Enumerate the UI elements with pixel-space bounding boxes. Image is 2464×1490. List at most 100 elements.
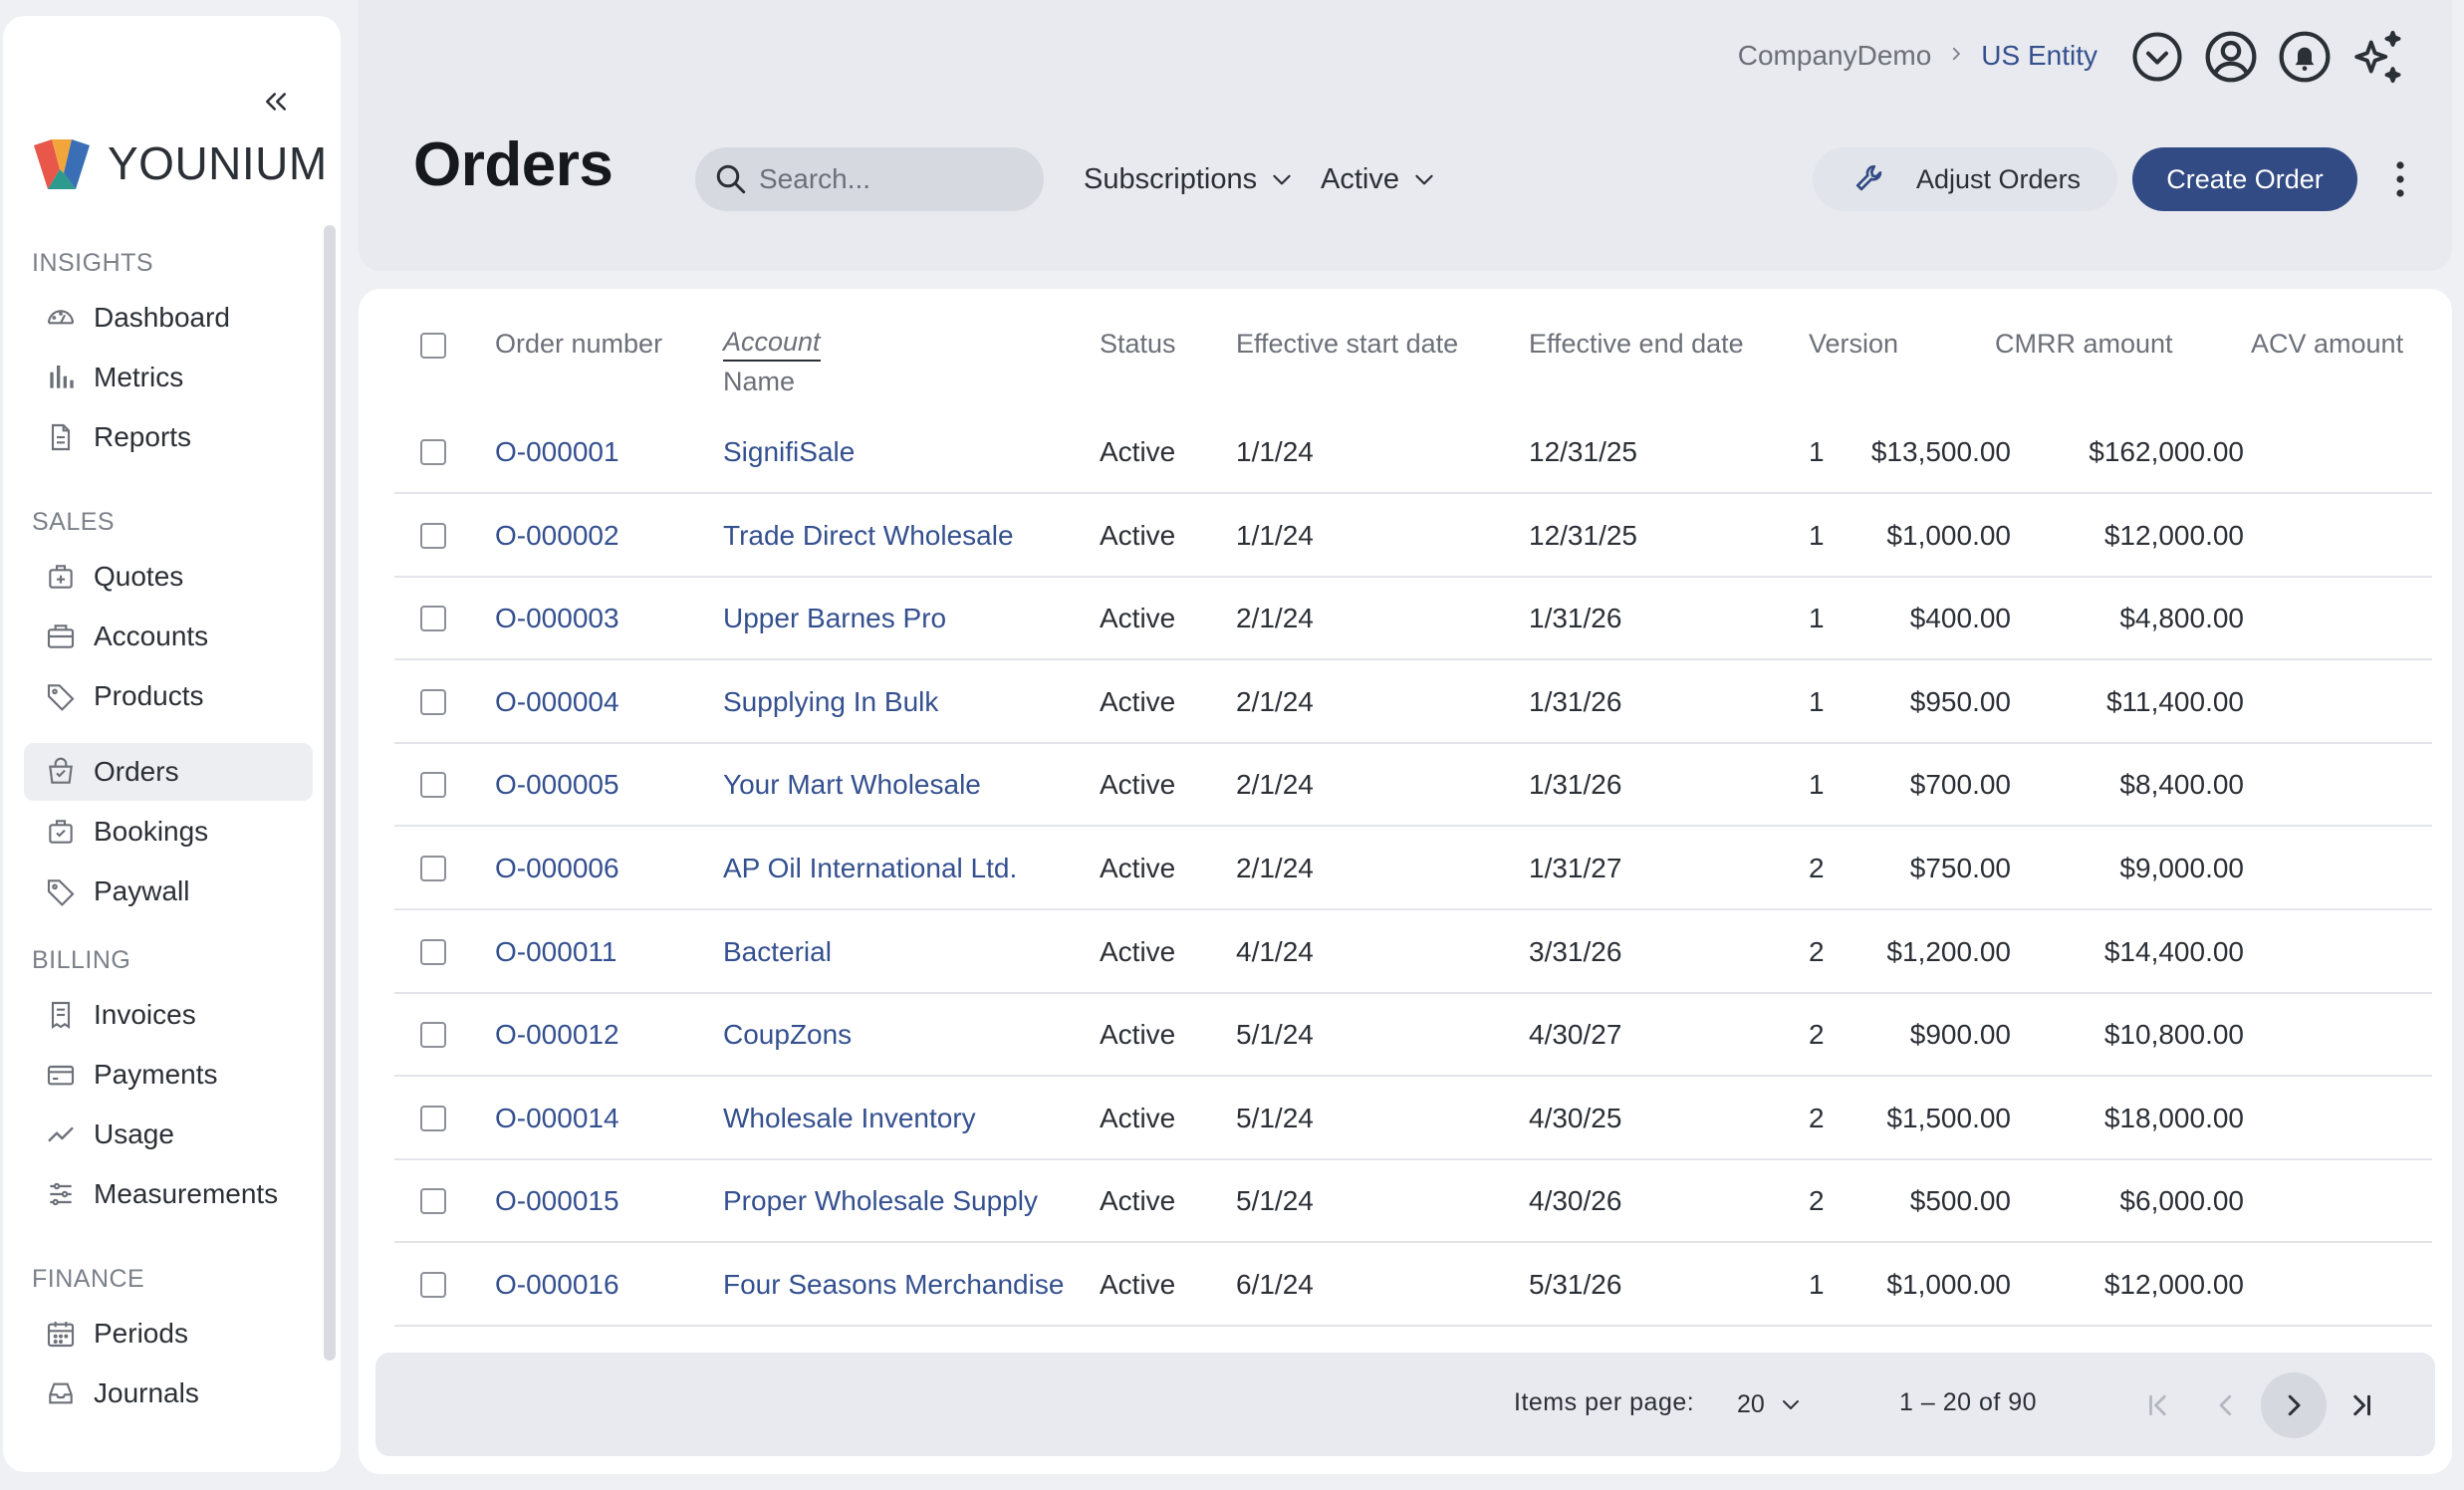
breadcrumb-company[interactable]: CompanyDemo: [1737, 40, 1932, 71]
column-header-effective-end-date[interactable]: Effective end date: [1529, 329, 1744, 359]
cell-account-name[interactable]: Wholesale Inventory: [723, 1102, 976, 1133]
cell-order-number[interactable]: O-000014: [495, 1102, 619, 1133]
sidebar-item-paywall[interactable]: Paywall: [24, 863, 313, 920]
breadcrumb-entity[interactable]: US Entity: [1981, 40, 2097, 71]
cell-order-number[interactable]: O-000002: [495, 519, 619, 551]
cell-account-name[interactable]: Upper Barnes Pro: [723, 603, 947, 634]
column-header-account[interactable]: Account: [723, 327, 821, 362]
column-header-order-number[interactable]: Order number: [495, 329, 663, 359]
first-page-button[interactable]: [2125, 1372, 2191, 1438]
sidebar-item-bookings[interactable]: Bookings: [24, 803, 313, 861]
notifications-button[interactable]: [2276, 28, 2334, 86]
sidebar-item-metrics[interactable]: Metrics: [24, 349, 313, 406]
page-size-select[interactable]: 20: [1737, 1382, 1803, 1426]
quotes-icon: [44, 560, 78, 594]
table-row[interactable]: O-000005 Your Mart Wholesale Active 2/1/24 1…: [394, 743, 2432, 828]
table-row[interactable]: O-000012 CoupZons Active 5/1/24 4/30/27 2 $900…: [394, 993, 2432, 1078]
sidebar-item-periods[interactable]: Periods: [24, 1305, 313, 1363]
user-profile-button[interactable]: [2202, 28, 2260, 86]
sidebar-item-reports[interactable]: Reports: [24, 408, 313, 466]
cell-account-name[interactable]: Proper Wholesale Supply: [723, 1185, 1038, 1217]
column-header-effective-start-date[interactable]: Effective start date: [1236, 329, 1459, 359]
sidebar-item-payments[interactable]: Payments: [24, 1046, 313, 1104]
cell-order-number[interactable]: O-000006: [495, 853, 619, 883]
column-header-cmrr-amount[interactable]: CMRR amount: [1995, 329, 2173, 359]
adjust-orders-button[interactable]: Adjust Orders: [1813, 147, 2117, 211]
cell-account-name[interactable]: Four Seasons Merchandise: [723, 1269, 1065, 1300]
table-row[interactable]: O-000006 AP Oil International Ltd. Active 2…: [394, 827, 2432, 910]
cell-account-name[interactable]: SignifiSale: [723, 436, 856, 467]
table-row[interactable]: O-000016 Four Seasons Merchandise Active 6/…: [394, 1243, 2432, 1327]
row-checkbox[interactable]: [420, 522, 446, 549]
row-checkbox[interactable]: [420, 439, 446, 465]
select-all-checkbox[interactable]: [420, 333, 446, 359]
cell-cmrr-amount: $950.00: [1909, 685, 2011, 717]
cell-order-number[interactable]: O-000004: [495, 685, 619, 717]
cell-cmrr-amount: $750.00: [1909, 853, 2011, 883]
row-checkbox[interactable]: [420, 856, 446, 881]
create-order-button[interactable]: Create Order: [2132, 147, 2357, 211]
cell-order-number[interactable]: O-000012: [495, 1019, 619, 1051]
cell-acv-amount: $10,800.00: [2103, 1019, 2244, 1051]
younium-logo-mark: [34, 139, 90, 189]
more-options-button[interactable]: [2380, 151, 2420, 207]
cell-account-name[interactable]: Supplying In Bulk: [723, 685, 939, 717]
column-header-status[interactable]: Status: [1100, 329, 1176, 359]
row-checkbox[interactable]: [420, 938, 446, 965]
sidebar-item-journals[interactable]: Journals: [24, 1365, 313, 1422]
table-row[interactable]: O-000015 Proper Wholesale Supply Active 5/1…: [394, 1159, 2432, 1244]
table-row[interactable]: O-000004 Supplying In Bulk Active 2/1/24 1/3…: [394, 660, 2432, 744]
table-row[interactable]: O-000014 Wholesale Inventory Active 5/1/24 4…: [394, 1077, 2432, 1160]
sidebar-item-invoices[interactable]: Invoices: [24, 986, 313, 1044]
cell-account-name[interactable]: Bacterial: [723, 935, 832, 967]
type-filter-dropdown[interactable]: Subscriptions: [1084, 155, 1295, 203]
sidebar-item-label: Accounts: [94, 621, 209, 651]
cell-account-name[interactable]: Trade Direct Wholesale: [723, 519, 1014, 551]
status-filter-dropdown[interactable]: Active: [1321, 155, 1437, 203]
cell-acv-amount: $11,400.00: [2105, 685, 2244, 717]
cell-order-number[interactable]: O-000011: [495, 935, 617, 967]
next-page-button[interactable]: [2261, 1372, 2327, 1438]
column-header-account-name[interactable]: Name: [723, 367, 796, 396]
table-row[interactable]: O-000001 SignifiSale Active 1/1/24 12/31/25 1…: [394, 410, 2432, 494]
cell-order-number[interactable]: O-000003: [495, 603, 619, 634]
row-checkbox[interactable]: [420, 772, 446, 799]
ai-assistant-button[interactable]: [2349, 28, 2407, 86]
sidebar-scrollbar[interactable]: [324, 225, 336, 1361]
row-checkbox[interactable]: [420, 1272, 446, 1298]
row-checkbox[interactable]: [420, 688, 446, 715]
sidebar-item-orders[interactable]: Orders: [24, 743, 313, 801]
row-checkbox[interactable]: [420, 1105, 446, 1131]
sidebar-item-measurements[interactable]: Measurements: [24, 1165, 313, 1223]
cell-account-name[interactable]: CoupZons: [723, 1019, 853, 1051]
last-page-button[interactable]: [2329, 1372, 2394, 1438]
more-vertical-icon: [2396, 161, 2404, 197]
search-input[interactable]: [759, 163, 1018, 195]
column-header-version[interactable]: Version: [1809, 329, 1899, 359]
table-row[interactable]: O-000003 Upper Barnes Pro Active 2/1/24 1/31…: [394, 577, 2432, 661]
cell-account-name[interactable]: AP Oil International Ltd.: [723, 853, 1018, 883]
sidebar-item-dashboard[interactable]: Dashboard: [24, 289, 313, 347]
cell-order-number[interactable]: O-000001: [495, 436, 619, 467]
sidebar: YOUNIUM INSIGHTS Dashboard Metrics Repor…: [3, 16, 341, 1472]
sidebar-item-products[interactable]: Products: [24, 667, 313, 725]
cell-order-number[interactable]: O-000016: [495, 1269, 619, 1300]
collapse-sidebar-button[interactable]: [256, 82, 296, 122]
cell-version: 2: [1809, 1102, 1825, 1133]
row-checkbox[interactable]: [420, 1022, 446, 1049]
search-box[interactable]: [695, 147, 1044, 211]
column-header-acv-amount[interactable]: ACV amount: [2251, 329, 2404, 359]
row-checkbox[interactable]: [420, 1188, 446, 1215]
table-row[interactable]: O-000011 Bacterial Active 4/1/24 3/31/26 2 $1,…: [394, 910, 2432, 994]
table-row[interactable]: O-000002 Trade Direct Wholesale Active 1/1/…: [394, 494, 2432, 578]
sidebar-item-quotes[interactable]: Quotes: [24, 548, 313, 606]
sidebar-item-accounts[interactable]: Accounts: [24, 608, 313, 665]
previous-page-button[interactable]: [2193, 1372, 2259, 1438]
cell-account-name[interactable]: Your Mart Wholesale: [723, 769, 981, 801]
cell-order-number[interactable]: O-000005: [495, 769, 619, 801]
brand-logo[interactable]: YOUNIUM: [30, 133, 328, 193]
row-checkbox[interactable]: [420, 606, 446, 632]
entity-switcher-button[interactable]: [2128, 28, 2186, 86]
sidebar-item-usage[interactable]: Usage: [24, 1106, 313, 1163]
cell-order-number[interactable]: O-000015: [495, 1185, 619, 1217]
